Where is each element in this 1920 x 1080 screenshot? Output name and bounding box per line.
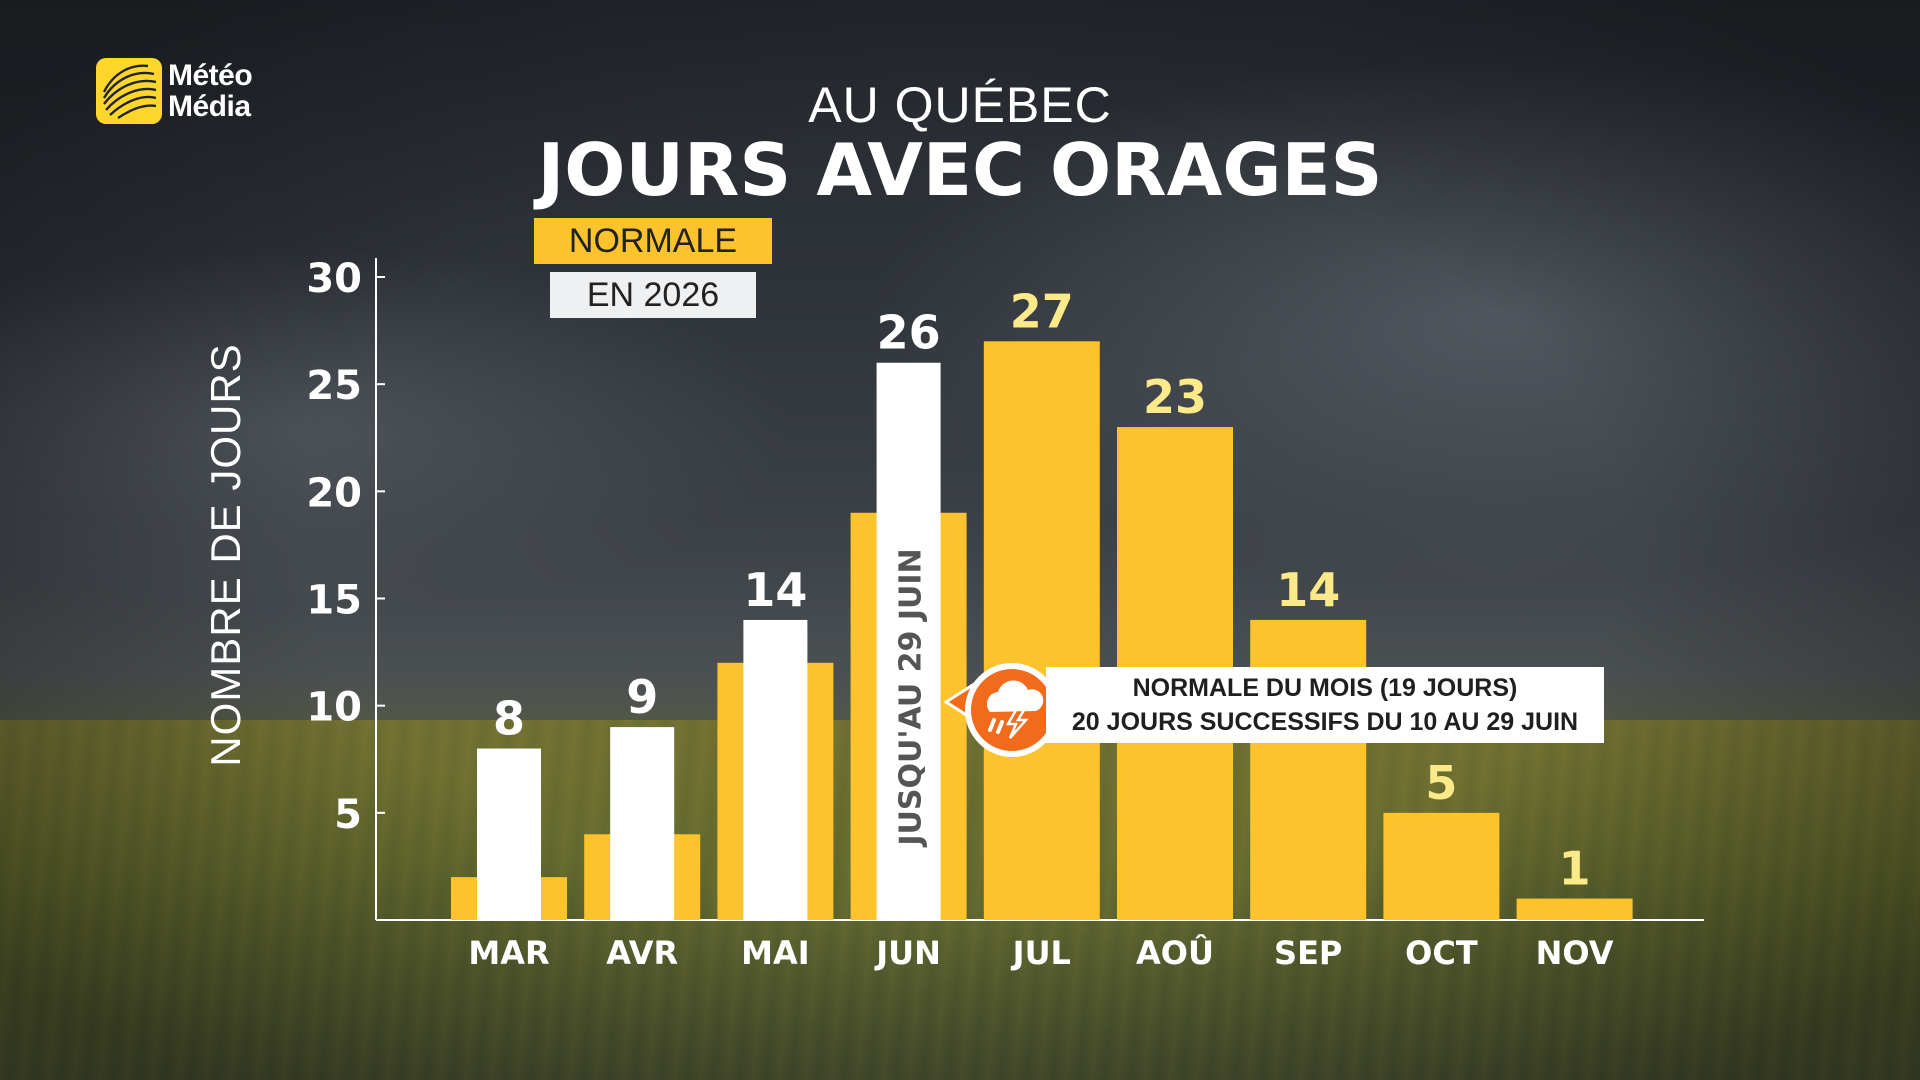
bar-current-mai: [743, 619, 808, 920]
x-tick-label: OCT: [1405, 934, 1478, 972]
data-label-jul: 27: [1010, 284, 1074, 338]
legend-current-year: EN 2026: [550, 272, 756, 318]
data-label-nov: 1: [1559, 842, 1591, 896]
y-tick-label: 15: [306, 578, 362, 624]
meteomedia-logo: Météo Média: [96, 58, 286, 128]
data-label-sep: 14: [1276, 563, 1340, 617]
callout-line-1: NORMALE DU MOIS (19 JOURS): [1132, 674, 1518, 702]
bar-normal-oct: [1383, 812, 1500, 920]
y-tick-label: 30: [306, 256, 362, 302]
data-label-oct: 5: [1425, 756, 1457, 810]
brand-line-1: Météo: [168, 59, 253, 92]
globe-icon: [96, 58, 162, 124]
bar-current-mar: [477, 748, 541, 920]
data-label-avr: 9: [626, 670, 658, 724]
y-tick-label: 25: [306, 363, 362, 409]
y-tick-label: 20: [306, 470, 362, 516]
x-tick-label: NOV: [1536, 934, 1614, 972]
bar-normal-jul: [983, 341, 1100, 920]
data-label-mai: 14: [743, 563, 807, 617]
y-tick-label: 5: [334, 792, 362, 838]
data-label-aoû: 23: [1143, 370, 1207, 424]
bar-normal-sep: [1250, 619, 1367, 920]
y-tick-label: 10: [306, 685, 362, 731]
chart-subtitle: AU QUÉBEC: [808, 77, 1112, 133]
data-label-jun: 26: [877, 306, 941, 360]
callout-note: NORMALE DU MOIS (19 JOURS) 20 JOURS SUCC…: [1046, 667, 1604, 743]
bar-current-jun: [876, 362, 941, 920]
bar-normal-nov: [1516, 898, 1633, 920]
x-tick-label: AVR: [606, 934, 678, 972]
data-label-mar: 8: [493, 692, 525, 746]
bar-current-avr: [610, 727, 675, 920]
x-tick-label: SEP: [1274, 934, 1342, 972]
brand-name: Météo Média: [168, 59, 253, 123]
chart-title: JOURS AVEC ORAGES: [537, 128, 1383, 212]
annotation-jun-label: JUSQU'AU 29 JUIN: [894, 548, 929, 847]
legend-normal: NORMALE: [534, 218, 772, 264]
callout-line-2: 20 JOURS SUCCESSIFS DU 10 AU 29 JUIN: [1071, 708, 1579, 736]
brand-line-2: Média: [168, 90, 251, 123]
x-tick-label: AOÛ: [1136, 933, 1214, 972]
x-tick-label: MAR: [468, 934, 549, 972]
x-tick-label: JUL: [1011, 934, 1071, 972]
x-tick-label: MAI: [741, 934, 810, 972]
x-tick-label: JUN: [874, 934, 941, 972]
